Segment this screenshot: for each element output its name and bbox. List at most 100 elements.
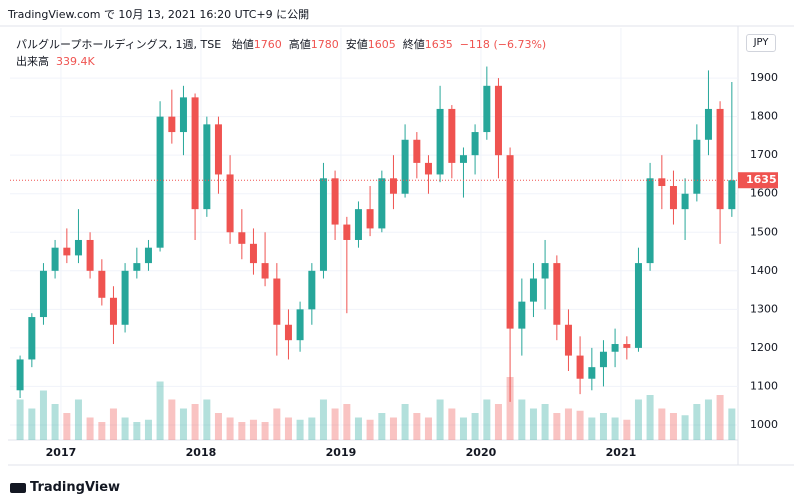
candle-body — [704, 108, 712, 140]
volume-bar — [343, 404, 351, 440]
x-tick-label: 2017 — [46, 446, 77, 459]
caption: TradingView.com で 10月 13, 2021 16:20 UTC… — [8, 8, 310, 21]
candle-body — [133, 263, 141, 271]
open-value: 1760 — [253, 38, 282, 51]
candle-body — [238, 232, 246, 244]
volume-bar — [518, 399, 526, 440]
volume-bar — [471, 413, 479, 440]
candle-body — [436, 108, 444, 175]
volume-bar — [459, 417, 467, 440]
x-tick-label: 2021 — [606, 446, 637, 459]
candle-body — [483, 85, 491, 133]
x-tick-label: 2019 — [326, 446, 357, 459]
y-tick-label: 1700 — [750, 148, 778, 161]
change-pct: (−6.73%) — [493, 38, 547, 51]
x-tick-label: 2018 — [186, 446, 217, 459]
volume-bar — [203, 399, 211, 440]
candle-body — [669, 186, 677, 210]
candle-body — [413, 139, 421, 163]
volume-bar — [728, 408, 736, 440]
volume-bar — [16, 399, 24, 440]
candle-body — [63, 247, 71, 256]
candle-body — [716, 108, 724, 210]
candle-body — [506, 155, 514, 329]
candle-body — [611, 344, 619, 352]
candle-body — [366, 209, 374, 229]
candle-body — [693, 139, 701, 194]
footer-logo: TradingView — [10, 480, 120, 495]
candle-body — [74, 239, 82, 256]
candle-body — [529, 278, 537, 302]
volume-bar — [308, 417, 316, 440]
volume-value: 339.4K — [56, 55, 95, 68]
y-tick-label: 1300 — [750, 302, 778, 315]
volume-bar — [599, 413, 607, 440]
volume-bar — [63, 413, 71, 440]
volume-label: 出来高 — [16, 55, 49, 68]
candle-body — [284, 324, 292, 341]
y-tick-label: 1900 — [750, 71, 778, 84]
volume-bar — [693, 404, 701, 440]
volume-bar — [319, 399, 327, 440]
candle-body — [261, 263, 269, 279]
candle-body — [564, 324, 572, 356]
volume-bar — [669, 413, 677, 440]
footer-text: TradingView — [30, 480, 121, 495]
volume-legend: 出来高 339.4K — [16, 53, 95, 69]
candle-body — [389, 178, 397, 194]
candle-body — [518, 301, 526, 329]
volume-bar — [86, 417, 94, 440]
candle-body — [51, 247, 59, 271]
candle-body — [308, 270, 316, 310]
volume-bar — [553, 413, 561, 440]
candle-body — [86, 239, 94, 271]
candle-body — [459, 155, 467, 163]
y-tick-label: 1600 — [750, 187, 778, 200]
candle-body — [401, 139, 409, 194]
volume-bar — [588, 417, 596, 440]
volume-bar — [436, 399, 444, 440]
volume-bar — [611, 417, 619, 440]
candle-body — [576, 355, 584, 379]
volume-bar — [51, 404, 59, 440]
legend-line: パルグループホールディングス, 1週, TSE 始値1760 高値1780 安値… — [16, 36, 546, 52]
y-tick-label: 1800 — [750, 110, 778, 123]
low-value: 1605 — [367, 38, 396, 51]
candle-body — [98, 270, 106, 298]
candle-body — [553, 263, 561, 325]
candle-body — [494, 85, 502, 156]
volume-bar — [529, 408, 537, 440]
candle-body — [156, 116, 164, 248]
logo-icon — [10, 482, 26, 493]
volume-bar — [109, 408, 117, 440]
x-tick-label: 2020 — [466, 446, 497, 459]
volume-bar — [226, 417, 234, 440]
y-tick-label: 1000 — [750, 418, 778, 431]
high-label: 高値 — [288, 38, 311, 51]
volume-bar — [378, 413, 386, 440]
candle-body — [144, 247, 152, 264]
candle-body — [296, 309, 304, 341]
candle-body — [448, 108, 456, 163]
candle-body — [226, 174, 234, 233]
candle-body — [191, 97, 199, 210]
candle-body — [681, 193, 689, 210]
candle-body — [214, 124, 222, 175]
candle-body — [179, 97, 187, 133]
symbol-title: パルグループホールディングス, 1週, TSE — [16, 38, 222, 51]
y-tick-label: 1200 — [750, 341, 778, 354]
volume-bar — [506, 377, 514, 440]
volume-bar — [704, 399, 712, 440]
volume-bar — [354, 417, 362, 440]
volume-bar — [634, 399, 642, 440]
currency-button[interactable]: JPY — [746, 34, 776, 52]
volume-bar — [681, 415, 689, 440]
candle-body — [203, 124, 211, 210]
volume-bar — [74, 399, 82, 440]
low-label: 安値 — [345, 38, 368, 51]
candle-body — [28, 317, 36, 360]
candle-body — [249, 243, 257, 264]
volume-bar — [541, 404, 549, 440]
volume-bar — [168, 399, 176, 440]
